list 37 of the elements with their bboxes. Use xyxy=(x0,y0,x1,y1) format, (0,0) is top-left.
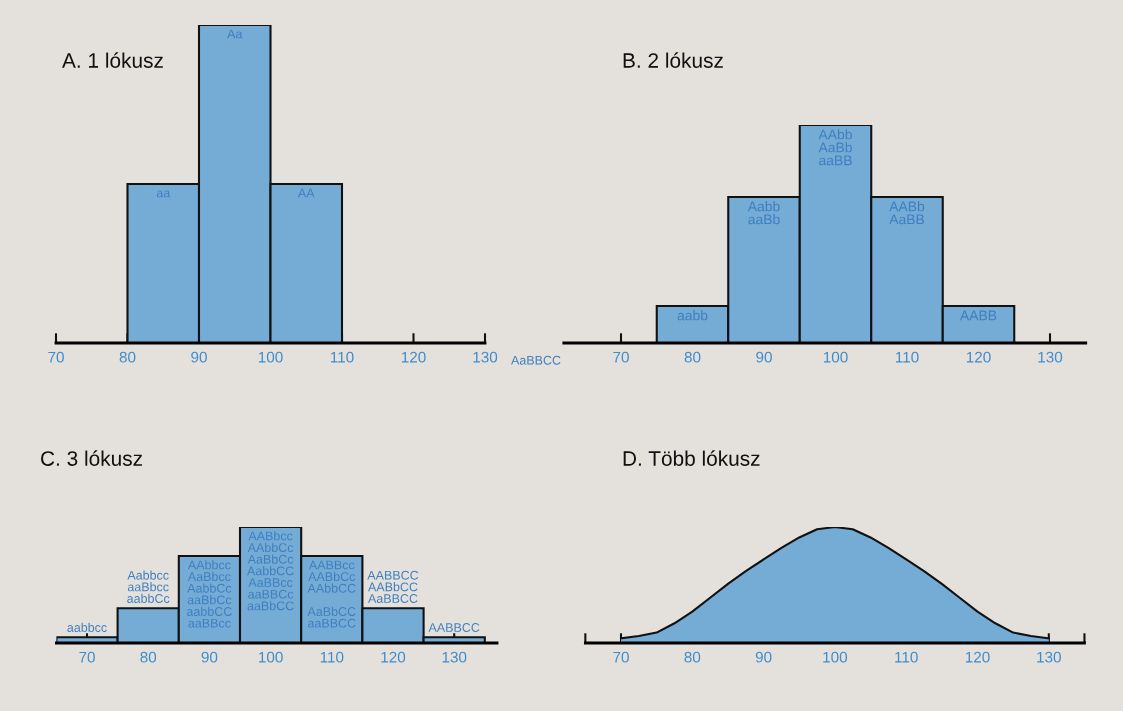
x-tick-label: 100 xyxy=(258,351,283,363)
x-tick-label: 130 xyxy=(1037,651,1061,663)
annotation: Aabbcc aaBbcc aabbCc xyxy=(127,570,170,603)
x-tick-label: 100 xyxy=(259,651,283,663)
x-tick-label: 80 xyxy=(684,351,701,363)
x-tick-label: 130 xyxy=(442,651,467,663)
x-tick-label: 70 xyxy=(48,351,64,363)
x-tick-label: 70 xyxy=(79,651,95,663)
x-tick-label: 110 xyxy=(320,651,344,663)
x-tick-label: 80 xyxy=(119,351,136,363)
x-tick-label: 120 xyxy=(401,351,426,363)
x-tick-label: 70 xyxy=(613,351,629,363)
x-tick-label: 100 xyxy=(823,351,848,363)
x-tick-label: 90 xyxy=(755,651,772,663)
x-tick-label: 120 xyxy=(966,351,991,363)
x-tick-label: 110 xyxy=(330,351,354,363)
annotation: AABBCC xyxy=(428,623,480,632)
chart-title: D. Több lókusz xyxy=(623,450,760,466)
x-tick-label: 110 xyxy=(895,651,918,663)
x-tick-label: 130 xyxy=(473,351,498,363)
x-tick-label: 80 xyxy=(684,651,701,663)
x-tick-label: 130 xyxy=(1038,351,1063,363)
x-tick-label: 100 xyxy=(823,651,848,663)
x-tick-label: 90 xyxy=(756,351,772,363)
x-tick-label: 120 xyxy=(381,651,406,663)
x-tick-label: 80 xyxy=(140,651,157,663)
x-tick-label: 90 xyxy=(201,651,218,663)
annotation: AABBCC AABbCC AaBBCC xyxy=(367,570,419,603)
text: AaBBCC xyxy=(511,355,561,365)
text: A. 1 lókusz xyxy=(62,52,163,68)
chart-title: C. 3 lókusz xyxy=(41,450,143,466)
x-tick-label: 90 xyxy=(191,351,207,363)
x-tick-label: 70 xyxy=(613,651,629,663)
x-tick-label: 110 xyxy=(895,351,919,363)
chart-title: B. 2 lókusz xyxy=(623,52,723,68)
x-tick-label: 120 xyxy=(965,651,990,663)
annotation: aabbcc xyxy=(67,622,107,632)
